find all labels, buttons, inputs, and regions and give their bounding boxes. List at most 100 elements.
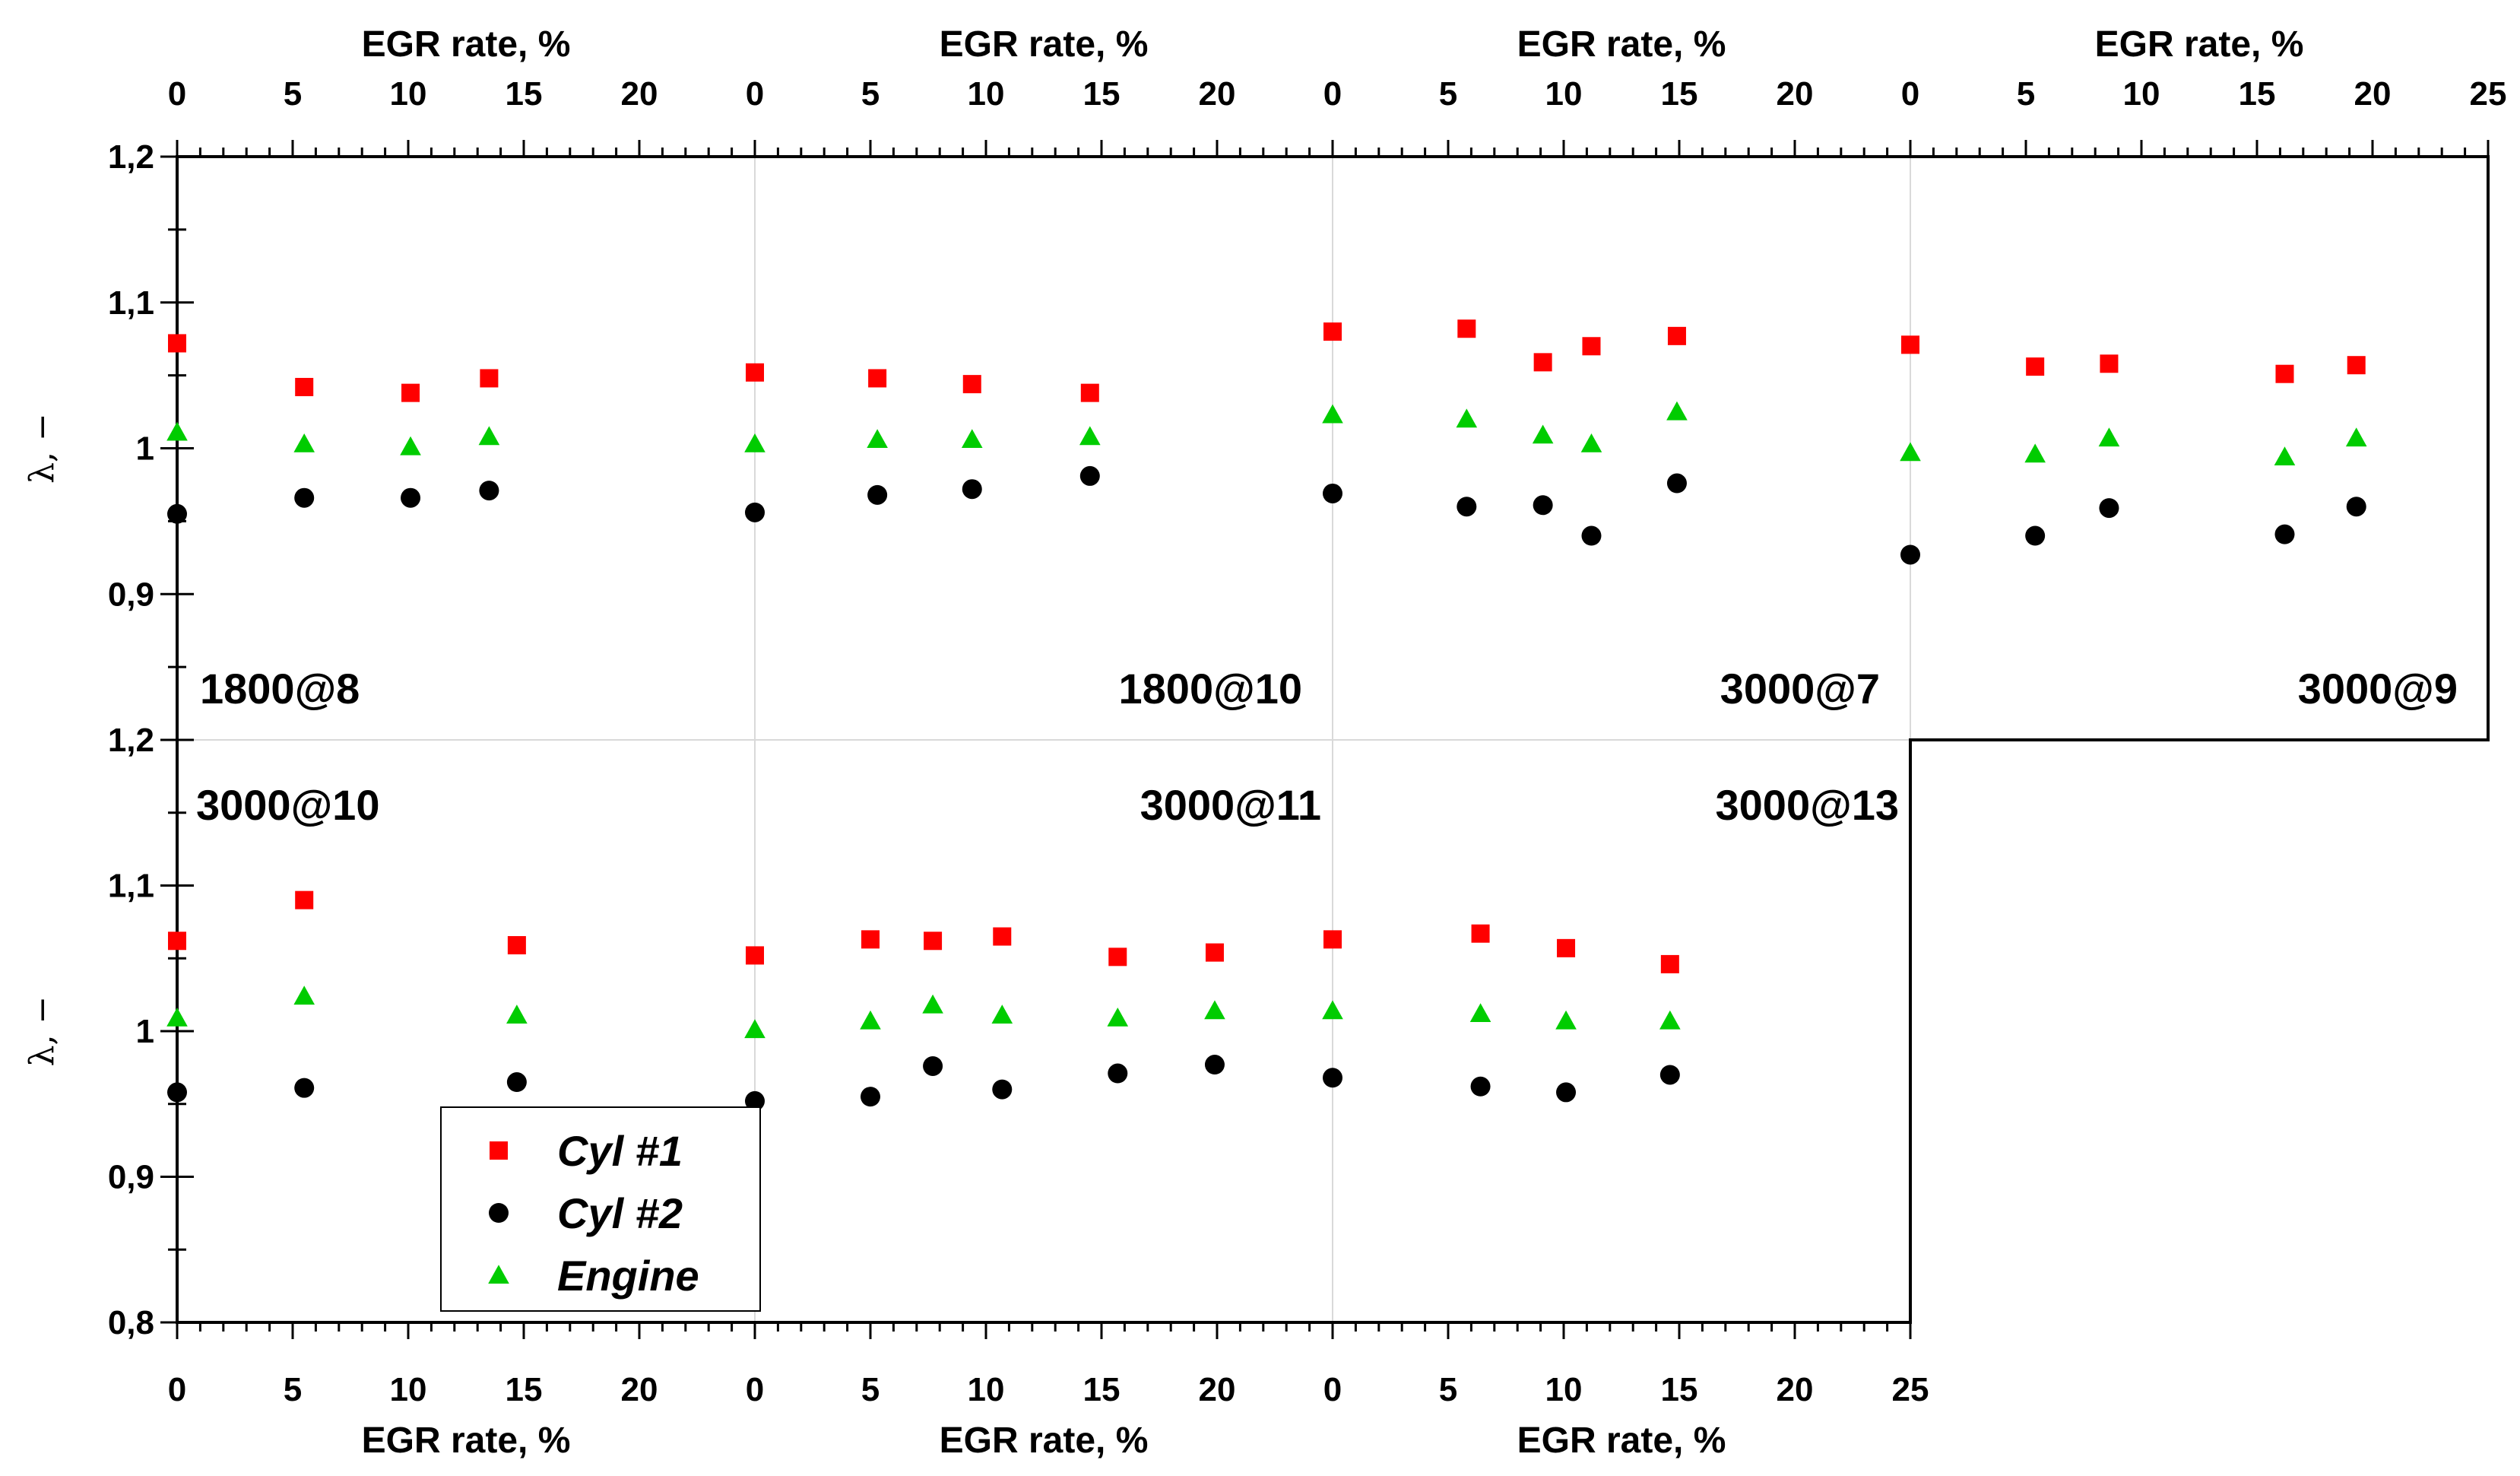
x-tick-label-bottom: 20 <box>621 1371 658 1408</box>
x-tick-label-top: 15 <box>1661 75 1698 113</box>
y-tick-label-bottom: 0,9 <box>108 1159 154 1196</box>
data-point-cyl-2 <box>2274 524 2295 544</box>
data-point-engine <box>478 426 500 446</box>
x-tick-label-top: 15 <box>2239 75 2276 113</box>
y-tick-label-bottom: 0,8 <box>108 1304 154 1341</box>
data-point-cyl-1 <box>993 927 1012 946</box>
data-point-cyl-1 <box>2026 357 2045 376</box>
panel-label: 3000@11 <box>1140 781 1321 829</box>
data-point-engine <box>1456 408 1478 428</box>
data-point-engine <box>1659 1010 1681 1030</box>
y-tick-label-top: 1,2 <box>108 138 154 176</box>
x-tick-label-bottom: 0 <box>746 1371 764 1408</box>
data-point-cyl-1 <box>1108 947 1127 967</box>
data-point-cyl-2 <box>1581 525 1602 546</box>
x-tick-label-top: 20 <box>1199 75 1236 113</box>
x-tick-label-bottom: 15 <box>1661 1371 1698 1408</box>
data-point-cyl-2 <box>167 503 187 524</box>
y-tick-label-top: 1 <box>136 430 154 468</box>
data-point-cyl-1 <box>295 890 314 909</box>
data-point-layer <box>166 319 2367 1111</box>
data-point-engine <box>1666 401 1688 421</box>
x-tick-label-top: 5 <box>2017 75 2035 113</box>
data-point-cyl-2 <box>923 1055 943 1076</box>
x-tick-label-bottom: 15 <box>506 1371 543 1408</box>
x-tick-label-bottom: 10 <box>1545 1371 1583 1408</box>
x-tick-label-top: 15 <box>1083 75 1121 113</box>
y-tick-label-top: 0,9 <box>108 576 154 613</box>
x-axis-label-bottom: EGR rate, % <box>1517 1420 1726 1461</box>
data-point-cyl-1 <box>1457 319 1476 338</box>
data-point-cyl-1 <box>2100 354 2119 373</box>
y-tick-label-bottom: 1,2 <box>108 722 154 759</box>
data-point-cyl-2 <box>401 487 421 508</box>
data-point-cyl-2 <box>2025 525 2046 546</box>
x-tick-label-bottom: 5 <box>284 1371 302 1408</box>
x-tick-label-top: 15 <box>506 75 543 113</box>
data-point-engine <box>2098 427 2120 447</box>
data-point-engine <box>2274 446 2296 466</box>
x-axis-label-bottom: EGR rate, % <box>362 1420 571 1461</box>
legend-marker-engine <box>488 1265 509 1284</box>
legend-entry-label: Engine <box>557 1252 699 1300</box>
legend-entry-label: Cyl #2 <box>557 1189 683 1237</box>
data-point-engine <box>991 1005 1013 1024</box>
data-point-cyl-2 <box>992 1079 1013 1100</box>
data-point-cyl-1 <box>2347 356 2366 375</box>
data-point-cyl-1 <box>1323 930 1342 949</box>
data-point-engine <box>2024 443 2046 463</box>
y-axis-label-top: λ, − <box>23 413 62 484</box>
x-tick-label-top: 20 <box>621 75 658 113</box>
data-point-cyl-2 <box>867 484 888 505</box>
legend-marker-cyl-1 <box>490 1141 508 1160</box>
y-tick-label-top: 1,1 <box>108 284 154 322</box>
x-axis-label-bottom: EGR rate, % <box>940 1420 1149 1461</box>
x-tick-label-bottom: 5 <box>1439 1371 1457 1408</box>
data-point-engine <box>1900 442 1921 462</box>
data-point-engine <box>293 433 315 452</box>
x-tick-label-top: 25 <box>2470 75 2507 113</box>
data-point-engine <box>1079 426 1101 446</box>
panel-label: 1800@10 <box>1119 665 1302 713</box>
data-point-cyl-1 <box>295 377 314 396</box>
x-tick-label-top: 10 <box>2123 75 2160 113</box>
data-point-engine <box>166 1007 188 1027</box>
x-tick-label-top: 0 <box>1323 75 1342 113</box>
data-point-cyl-2 <box>1323 1068 1342 1088</box>
data-point-cyl-2 <box>167 1082 187 1103</box>
x-tick-label-top: 20 <box>2354 75 2392 113</box>
data-point-cyl-2 <box>1900 544 1920 565</box>
data-point-engine <box>1322 404 1343 424</box>
panel-label: 3000@10 <box>196 781 379 829</box>
x-tick-label-top: 5 <box>1439 75 1457 113</box>
data-point-cyl-1 <box>868 369 887 388</box>
data-point-engine <box>744 1019 766 1039</box>
data-point-engine <box>922 994 943 1014</box>
data-point-engine <box>166 421 188 441</box>
data-point-cyl-1 <box>1667 326 1686 345</box>
data-point-cyl-1 <box>507 936 526 955</box>
data-point-cyl-2 <box>745 1090 765 1111</box>
data-point-engine <box>2345 427 2367 447</box>
x-tick-label-bottom: 20 <box>1199 1371 1236 1408</box>
y-axis-label-bottom: λ, − <box>23 996 62 1067</box>
data-point-cyl-2 <box>1457 497 1477 517</box>
data-point-cyl-1 <box>480 369 499 388</box>
data-point-cyl-2 <box>1659 1065 1680 1085</box>
data-point-engine <box>1107 1007 1129 1027</box>
data-point-cyl-1 <box>1901 335 1919 354</box>
grid-layer <box>177 157 1911 1322</box>
data-point-cyl-1 <box>1080 383 1099 402</box>
data-point-engine <box>1555 1010 1577 1030</box>
data-point-cyl-2 <box>479 481 499 501</box>
data-point-engine <box>867 429 888 449</box>
x-tick-label-bottom: 10 <box>390 1371 427 1408</box>
data-point-cyl-2 <box>1556 1082 1577 1103</box>
x-tick-label-bottom: 5 <box>861 1371 880 1408</box>
data-point-engine <box>1469 1003 1491 1023</box>
y-tick-label-bottom: 1,1 <box>108 868 154 905</box>
data-point-engine <box>744 433 766 452</box>
data-point-cyl-2 <box>1079 465 1100 486</box>
data-point-cyl-2 <box>861 1087 880 1107</box>
